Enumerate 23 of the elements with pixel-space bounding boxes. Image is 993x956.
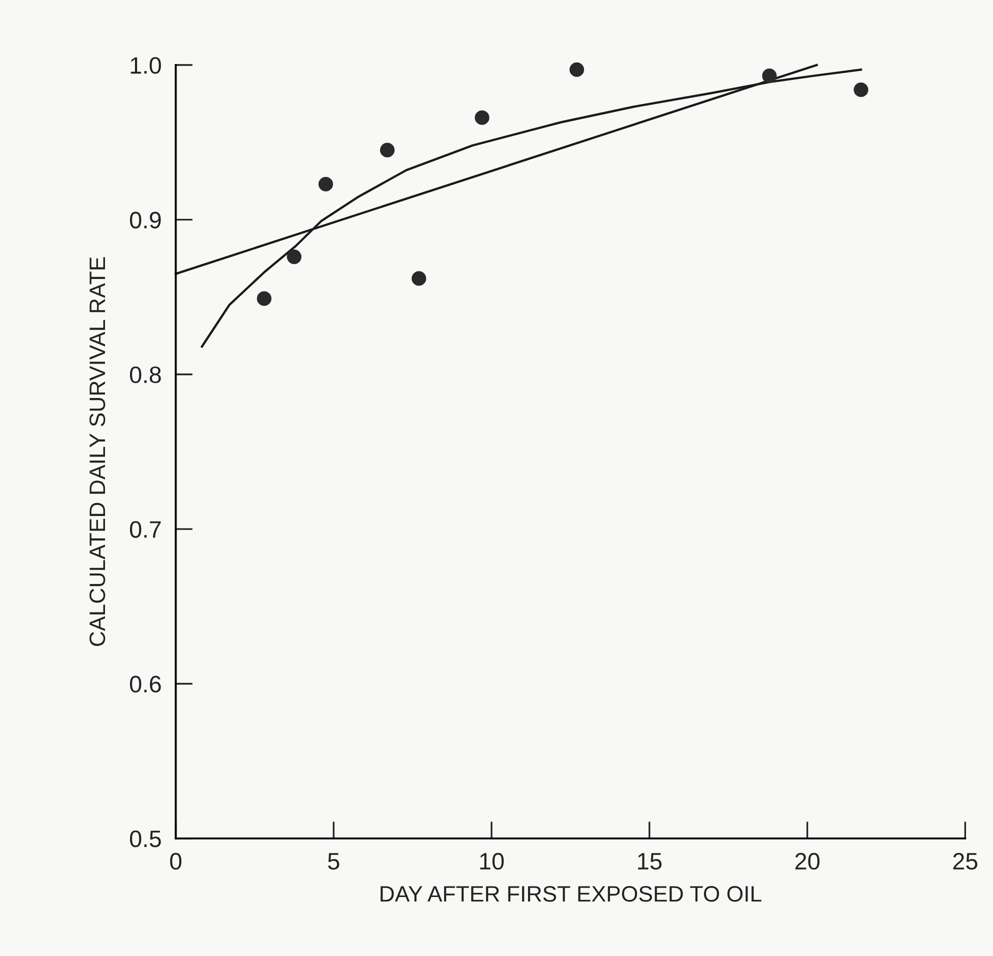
x-tick-label: 20	[795, 852, 820, 870]
x-axis-title: DAY AFTER FIRST EXPOSED TO OIL	[380, 886, 762, 902]
point	[854, 82, 868, 98]
point	[412, 271, 426, 286]
y-axis-title: CALCULATED DAILY SURVIVAL RATE	[89, 257, 106, 646]
x-tick-label: 15	[638, 853, 662, 870]
y-tick-label: 0.9	[130, 212, 161, 228]
y-tick-label: 1.0	[130, 57, 161, 74]
point	[318, 176, 334, 192]
point	[380, 142, 395, 158]
x-tick-label: 0	[170, 852, 182, 870]
y-tick-label: 0.6	[130, 676, 161, 693]
point	[474, 110, 490, 125]
point	[570, 62, 584, 77]
y-tick-label: 0.8	[130, 366, 161, 384]
x-tick-label: 25	[953, 852, 978, 870]
x-tick-label: 10	[480, 852, 504, 870]
point	[762, 68, 777, 84]
point	[286, 250, 302, 264]
point	[256, 291, 272, 306]
y-tick-label: 0.7	[130, 521, 161, 538]
y-tick-label: 0.5	[130, 830, 161, 848]
x-tick-label: 5	[328, 853, 340, 870]
